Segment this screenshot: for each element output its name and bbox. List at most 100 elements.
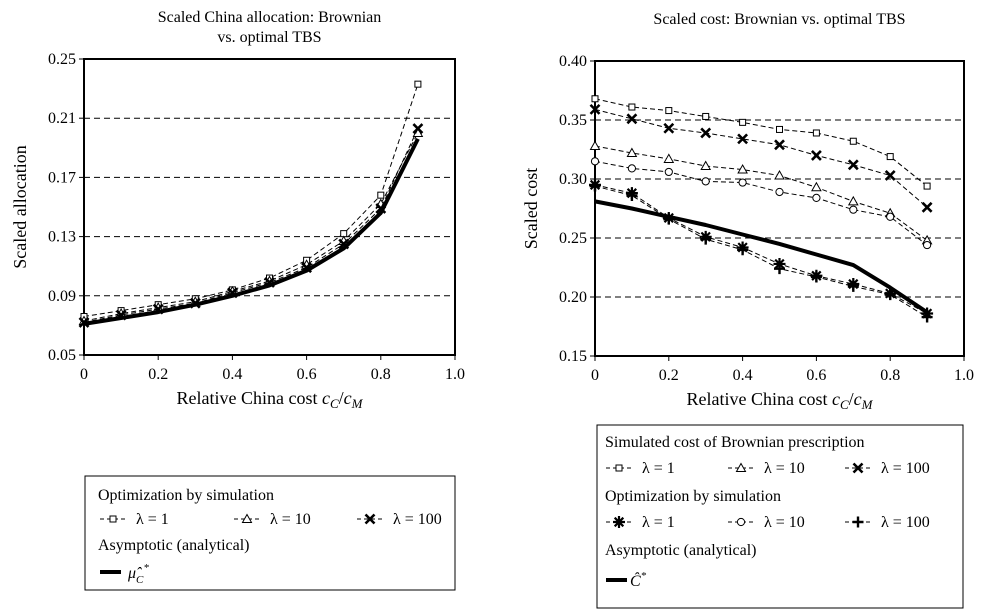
x-tick-label: 0.6	[297, 366, 317, 383]
series-line	[594, 160, 928, 246]
y-tick-label: 0.20	[559, 289, 587, 306]
data-point	[664, 167, 673, 177]
data-point	[847, 159, 859, 171]
series-line	[594, 145, 928, 241]
data-point	[847, 280, 859, 292]
data-point	[774, 169, 785, 180]
series-line	[83, 132, 419, 322]
legend-label: Ĉ*	[630, 570, 647, 590]
x-tick-label: 1.0	[954, 367, 974, 384]
series-line	[594, 184, 928, 314]
legend-heading: Asymptotic (analytical)	[605, 542, 757, 559]
series-line	[594, 199, 929, 314]
x-tick-label: 0.8	[880, 367, 900, 384]
series-2	[78, 127, 424, 325]
x-tick-label: 0.8	[371, 366, 391, 383]
x-tick-label: 0.2	[148, 366, 168, 383]
data-point	[810, 271, 822, 283]
data-point	[663, 122, 675, 134]
series-line	[594, 185, 928, 318]
series-line	[594, 98, 928, 187]
data-point	[626, 190, 638, 202]
x-tick-label: 0.4	[733, 367, 753, 384]
legend-label: λ = 1	[642, 514, 675, 531]
legend-label: λ = 100	[393, 511, 442, 528]
legend-marker	[109, 515, 117, 523]
data-point	[849, 205, 858, 214]
series-2	[589, 140, 933, 245]
data-point	[700, 160, 712, 171]
legend-marker	[852, 462, 864, 474]
chart-title: Scaled cost: Brownian vs. optimal TBS	[653, 11, 905, 28]
legend-label: λ = 10	[270, 511, 311, 528]
chart-panel-2: Scaled cost: Brownian vs. optimal TBS 0.1…	[521, 11, 974, 412]
plot-frame	[594, 60, 965, 357]
data-point	[700, 233, 712, 245]
legend-label: λ = 100	[881, 460, 930, 477]
data-point	[626, 147, 638, 158]
legend-marker	[241, 513, 253, 523]
data-point	[737, 164, 748, 174]
series-3	[589, 103, 933, 213]
data-point	[847, 195, 859, 206]
series-4	[589, 178, 934, 320]
data-point	[663, 153, 675, 163]
data-point	[591, 95, 599, 103]
data-point	[884, 170, 896, 181]
data-point	[589, 103, 601, 115]
plot-frame	[83, 58, 456, 356]
y-tick-label: 0.30	[559, 171, 587, 188]
series-7	[594, 199, 929, 314]
data-point	[589, 140, 601, 150]
data-point	[628, 103, 636, 111]
data-point	[702, 112, 710, 120]
legend-label: λ = 10	[764, 460, 805, 477]
y-axis-label: Scaled allocation	[10, 145, 30, 268]
data-point	[737, 244, 749, 256]
y-tick-label: 0.25	[559, 230, 587, 247]
data-point	[921, 311, 933, 323]
series-6	[589, 180, 933, 323]
series-5	[590, 157, 932, 250]
y-tick-label: 0.35	[559, 112, 587, 129]
legend-label: λ = 10	[764, 514, 805, 531]
data-point	[738, 178, 747, 187]
legend-marker	[615, 464, 623, 472]
legend-marker	[736, 517, 746, 527]
data-point	[884, 289, 896, 301]
data-point	[775, 187, 784, 197]
data-point	[776, 125, 783, 133]
legend-marker	[613, 516, 625, 528]
legend-label: λ = 1	[642, 460, 675, 477]
legend-marker	[735, 462, 747, 472]
legend-marker	[852, 516, 864, 528]
y-tick-label: 0.17	[48, 169, 76, 186]
legend-heading: Optimization by simulation	[605, 488, 781, 505]
chart-title: vs. optimal TBS	[217, 29, 321, 46]
data-point	[812, 129, 820, 137]
legend-marker	[364, 513, 376, 525]
y-tick-label: 0.25	[48, 51, 76, 68]
data-point	[923, 240, 932, 250]
x-tick-label: 0	[591, 367, 599, 384]
series-4	[83, 138, 420, 326]
series-line	[83, 84, 419, 317]
x-tick-label: 0.2	[659, 367, 679, 384]
y-tick-label: 0.21	[48, 110, 76, 127]
data-point	[923, 182, 931, 190]
y-tick-label: 0.13	[48, 229, 76, 246]
series-3	[78, 123, 424, 328]
data-point	[414, 80, 422, 88]
data-point	[589, 180, 601, 192]
data-point	[774, 139, 785, 151]
data-point	[701, 177, 710, 186]
series-line	[83, 128, 419, 323]
data-point	[626, 113, 638, 125]
series-1	[80, 80, 422, 321]
x-tick-label: 1.0	[445, 366, 465, 383]
data-point	[665, 107, 673, 115]
y-tick-label: 0.09	[48, 288, 76, 305]
legend-heading: Optimization by simulation	[98, 487, 274, 504]
series-line	[594, 108, 928, 208]
